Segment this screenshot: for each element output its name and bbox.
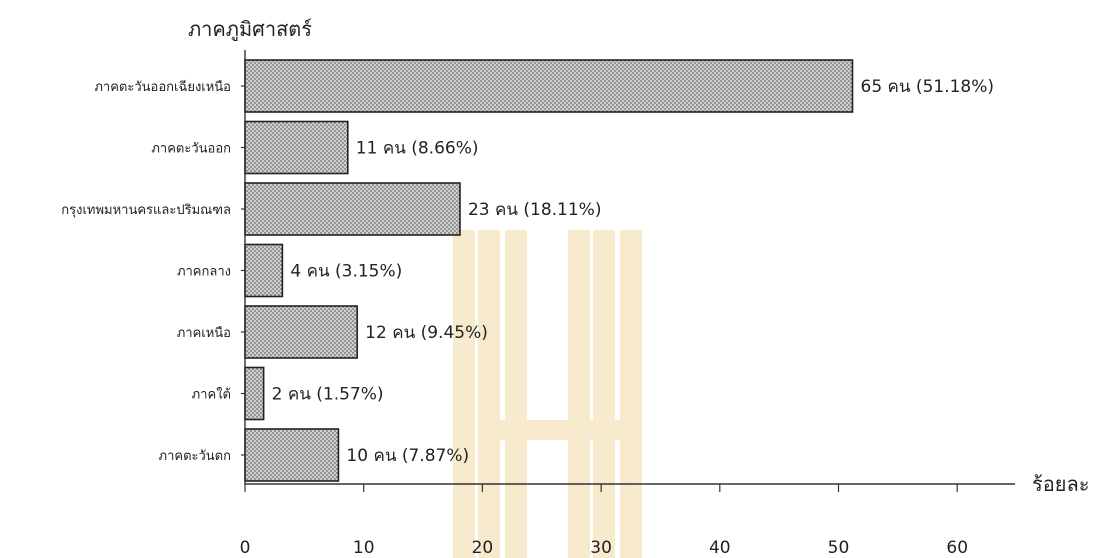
x-tick-label: 40 bbox=[709, 538, 731, 558]
x-tick-label: 20 bbox=[472, 538, 494, 558]
data-label: 65 คน (51.18%) bbox=[861, 77, 995, 97]
category-label: ภาคตะวันออกเฉียงเหนือ bbox=[94, 79, 231, 95]
category-label: ภาคเหนือ bbox=[177, 325, 231, 341]
data-label: 23 คน (18.11%) bbox=[468, 200, 602, 220]
category-label: ภาคตะวันตก bbox=[159, 449, 232, 464]
chart-title: ภาคภูมิศาสตร์ bbox=[188, 17, 312, 42]
bar bbox=[244, 243, 284, 298]
category-label: ภาคตะวันออก bbox=[151, 142, 231, 157]
bar bbox=[244, 120, 349, 175]
x-axis-label: ร้อยละ bbox=[1032, 472, 1089, 496]
x-tick-label: 10 bbox=[353, 538, 375, 558]
data-label: 4 คน (3.15%) bbox=[290, 262, 402, 282]
category-label: ภาคใต้ bbox=[192, 387, 231, 403]
bar bbox=[244, 182, 461, 236]
x-tick-label: 0 bbox=[240, 538, 251, 558]
bar bbox=[244, 59, 854, 113]
category-label: ภาคกลาง bbox=[177, 265, 231, 280]
bar bbox=[244, 366, 265, 421]
bar bbox=[244, 428, 340, 482]
data-label: 11 คน (8.66%) bbox=[356, 139, 479, 159]
x-tick-label: 30 bbox=[590, 538, 612, 558]
bar bbox=[244, 305, 358, 359]
category-label: กรุงเทพมหานครและปริมณฑล bbox=[61, 203, 231, 218]
x-tick-label: 50 bbox=[828, 538, 850, 558]
data-label: 12 คน (9.45%) bbox=[365, 323, 488, 343]
x-tick-label: 60 bbox=[946, 538, 968, 558]
data-label: 10 คน (7.87%) bbox=[346, 446, 469, 466]
data-label: 2 คน (1.57%) bbox=[272, 385, 384, 405]
